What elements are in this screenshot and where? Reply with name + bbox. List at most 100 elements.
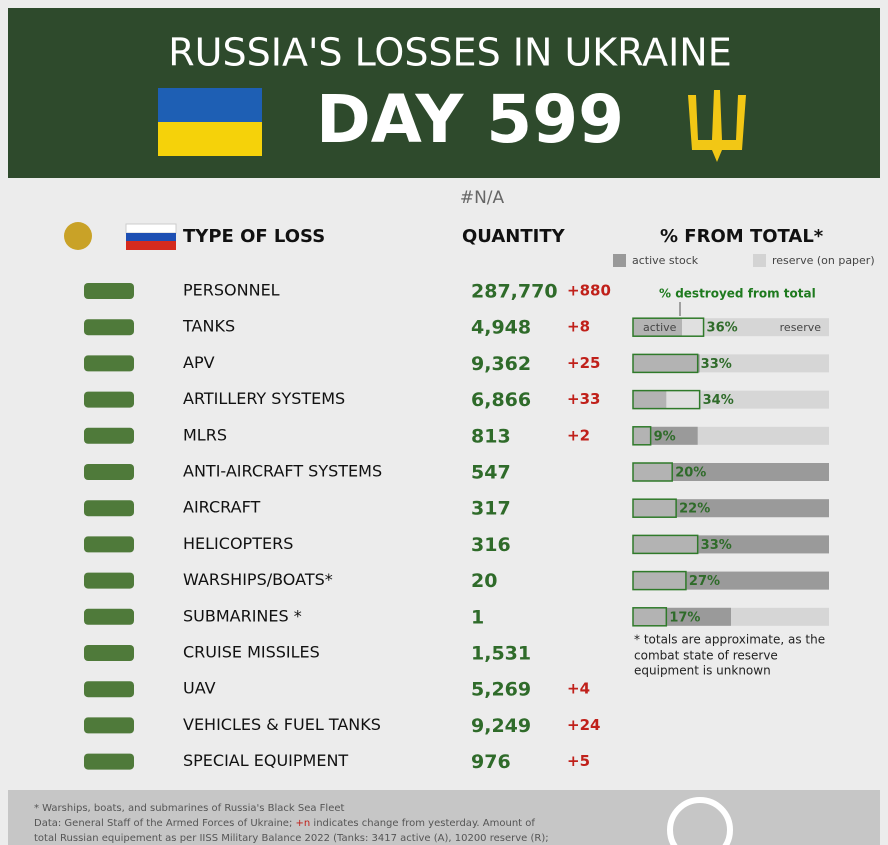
footer-text: indicates change from yesterday. Amount … xyxy=(310,818,535,829)
change: +25 xyxy=(567,354,600,372)
icon xyxy=(84,283,134,299)
legend-swatch-reserve xyxy=(753,254,766,267)
icon xyxy=(84,427,134,444)
loss-type: VEHICLES & FUEL TANKS xyxy=(183,715,381,734)
active-bar xyxy=(633,607,731,626)
loss-type: APV xyxy=(183,353,215,372)
quantity: 317 xyxy=(471,498,511,520)
icon xyxy=(84,464,134,480)
column-header: TYPE OF LOSS xyxy=(183,226,325,247)
percent-label: 22% xyxy=(679,502,710,517)
active-bar xyxy=(633,499,829,518)
loss-type: CRUISE MISSILES xyxy=(183,643,320,662)
icon xyxy=(84,536,134,553)
legend-label: reserve (on paper) xyxy=(772,254,875,267)
bar-label: reserve xyxy=(780,321,822,334)
active-bar xyxy=(633,354,700,373)
destroyed-bar xyxy=(632,534,699,555)
column-header: QUANTITY xyxy=(462,226,566,247)
destroyed-bar xyxy=(632,607,668,627)
change: +880 xyxy=(567,282,611,300)
subtitle: #N/A xyxy=(460,188,505,208)
loss-type: MLRS xyxy=(183,425,227,444)
percent-label: 9% xyxy=(654,429,676,444)
active-bar xyxy=(633,463,829,481)
percent-label: 33% xyxy=(701,538,732,553)
icon xyxy=(84,319,134,336)
rows: PERSONNEL 287,770 +880 TANKS 4,948 +8 36% activ… xyxy=(84,281,829,773)
destroyed-bar xyxy=(632,317,705,337)
quantity: 9,362 xyxy=(471,353,531,375)
icon xyxy=(84,645,134,661)
icon xyxy=(84,717,134,734)
bar-label: active xyxy=(643,321,677,334)
note: equipment is unknown xyxy=(634,664,771,678)
footer-text: Data: General Staff of the Armed Forces … xyxy=(34,818,296,829)
percent-label: 33% xyxy=(701,357,732,372)
logo xyxy=(667,797,733,845)
annotation: % destroyed from total xyxy=(659,287,816,301)
active-bar xyxy=(633,571,829,590)
change: +24 xyxy=(567,716,600,734)
emblem xyxy=(64,222,92,250)
footer-text: Data: General Staff of the Armed Forces … xyxy=(34,818,535,829)
icon xyxy=(84,355,134,372)
percent-label: 34% xyxy=(703,393,734,408)
icon xyxy=(84,753,134,770)
loss-type: ARTILLERY SYSTEMS xyxy=(183,389,345,408)
title: RUSSIA'S LOSSES IN UKRAINE xyxy=(168,31,731,75)
quantity: 4,948 xyxy=(471,317,531,339)
destroyed-bar xyxy=(632,353,699,374)
loss-type: UAV xyxy=(183,679,216,698)
loss-type: WARSHIPS/BOATS* xyxy=(183,570,333,589)
icon xyxy=(84,391,134,408)
loss-type: TANKS xyxy=(182,317,235,336)
quantity: 20 xyxy=(471,570,497,592)
quantity: 547 xyxy=(471,462,511,484)
quantity: 1 xyxy=(471,606,484,628)
change: +33 xyxy=(567,390,600,408)
quantity: 1,531 xyxy=(471,643,531,665)
footer-band xyxy=(8,790,880,845)
change: +8 xyxy=(567,318,590,336)
ru-flag-red xyxy=(126,241,176,250)
destroyed-bar xyxy=(632,389,701,410)
legend-swatch-active xyxy=(613,254,626,267)
percent-label: 36% xyxy=(707,321,738,336)
quantity: 9,249 xyxy=(471,715,531,737)
reserve-bar xyxy=(633,390,829,409)
trident xyxy=(688,90,746,162)
loss-type: AIRCRAFT xyxy=(183,498,260,517)
loss-type: PERSONNEL xyxy=(183,281,280,300)
legend-label: active stock xyxy=(632,254,699,267)
active-bar xyxy=(633,535,829,554)
loss-type: SPECIAL EQUIPMENT xyxy=(183,751,348,770)
change: +2 xyxy=(567,426,590,444)
flag-yellow xyxy=(158,122,262,156)
ru-flag-white xyxy=(125,223,177,234)
destroyed-bar xyxy=(632,570,687,591)
quantity: 813 xyxy=(471,425,511,447)
percent-label: 27% xyxy=(689,574,720,589)
destroyed-bar xyxy=(632,462,673,482)
loss-type: SUBMARINES * xyxy=(183,606,302,625)
footer-text: +n xyxy=(296,818,311,829)
percent-label: 20% xyxy=(675,466,706,481)
flag-blue xyxy=(158,88,262,122)
icon xyxy=(84,500,134,517)
column-header: % FROM TOTAL* xyxy=(660,226,824,247)
day-label: DAY 599 xyxy=(316,81,624,158)
icon xyxy=(84,608,134,625)
note: combat state of reserve xyxy=(634,649,778,663)
loss-type: ANTI-AIRCRAFT SYSTEMS xyxy=(183,462,382,481)
change: +5 xyxy=(567,752,590,770)
quantity: 6,866 xyxy=(471,389,531,411)
ru-flag-blue xyxy=(126,233,176,241)
icon xyxy=(84,572,134,589)
change: +4 xyxy=(567,680,590,698)
loss-type: HELICOPTERS xyxy=(183,534,293,553)
note: * totals are approximate, as the xyxy=(634,633,825,647)
quantity: 976 xyxy=(471,751,511,773)
icon xyxy=(84,681,134,698)
